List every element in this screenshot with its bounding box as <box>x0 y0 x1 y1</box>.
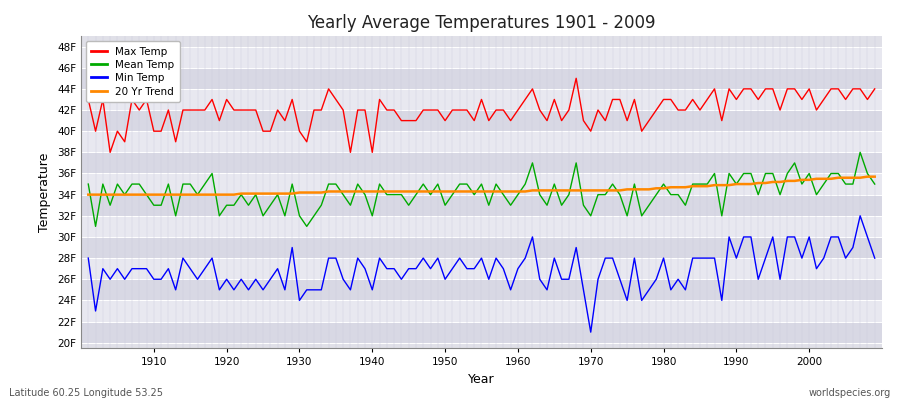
Bar <box>81 110 882 131</box>
Title: Yearly Average Temperatures 1901 - 2009: Yearly Average Temperatures 1901 - 2009 <box>307 14 656 32</box>
Bar <box>81 279 882 300</box>
Legend: Max Temp, Mean Temp, Min Temp, 20 Yr Trend: Max Temp, Mean Temp, Min Temp, 20 Yr Tre… <box>86 41 180 102</box>
Text: Latitude 60.25 Longitude 53.25: Latitude 60.25 Longitude 53.25 <box>9 388 163 398</box>
Bar <box>81 68 882 89</box>
Bar <box>81 131 882 152</box>
Bar <box>81 258 882 279</box>
Bar <box>81 237 882 258</box>
Bar <box>81 195 882 216</box>
Bar <box>81 174 882 195</box>
Text: worldspecies.org: worldspecies.org <box>809 388 891 398</box>
X-axis label: Year: Year <box>468 372 495 386</box>
Y-axis label: Temperature: Temperature <box>39 152 51 232</box>
Bar <box>81 89 882 110</box>
Bar <box>81 322 882 343</box>
Bar <box>81 216 882 237</box>
Bar <box>81 46 882 68</box>
Bar <box>81 152 882 174</box>
Bar <box>81 300 882 322</box>
